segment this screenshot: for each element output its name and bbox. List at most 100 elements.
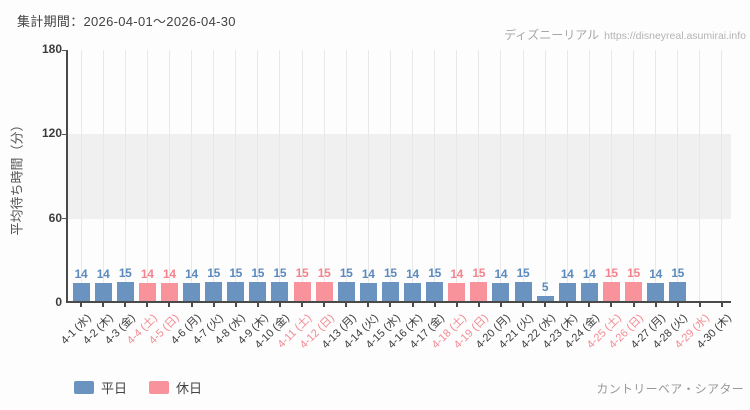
weekday-bar <box>94 283 112 303</box>
legend-label-weekday: 平日 <box>101 381 128 396</box>
x-axis-tick <box>389 303 392 307</box>
x-axis-tick <box>168 303 171 307</box>
bar-value-label: 15 <box>229 265 243 280</box>
x-axis-tick <box>234 303 237 307</box>
vertical-gridline <box>478 50 480 303</box>
vertical-gridline <box>235 50 237 303</box>
weekday-bar <box>492 283 510 303</box>
bar-value-label: 15 <box>384 265 397 280</box>
vertical-gridline <box>257 50 259 303</box>
weekday-bar <box>116 281 134 303</box>
x-axis-tick <box>124 303 127 307</box>
vertical-gridline <box>588 50 590 303</box>
weekday-bar <box>514 281 532 303</box>
watermark-site-name: ディズニーリアル <box>504 28 600 42</box>
holiday-bar <box>138 283 156 303</box>
x-axis-tick <box>256 303 259 307</box>
vertical-gridline <box>191 50 192 303</box>
x-axis-tick <box>522 303 524 307</box>
x-axis-tick <box>301 303 303 307</box>
weekday-bar <box>647 283 665 303</box>
weekday-bar <box>580 283 598 303</box>
y-axis-tick-label: 0 <box>55 295 62 309</box>
bar-value-label: 14 <box>74 267 88 282</box>
x-axis-tick <box>610 303 613 307</box>
weekday-bar <box>249 281 267 303</box>
bar-value-label: 15 <box>317 265 331 280</box>
vertical-gridline <box>146 50 148 303</box>
weekday-bar <box>72 283 90 303</box>
x-axis-tick <box>544 303 547 307</box>
vertical-gridline <box>677 50 679 303</box>
y-axis-tick <box>62 133 67 135</box>
bar-value-label: 14 <box>185 267 198 282</box>
weekday-bar <box>271 281 289 303</box>
weekday-bar <box>183 283 200 303</box>
y-axis-tick-label: 180 <box>41 42 62 56</box>
legend-swatch-weekday <box>74 381 94 394</box>
vertical-gridline <box>345 50 347 303</box>
x-axis-tick <box>411 303 414 307</box>
legend-item-holiday[interactable]: 休日 <box>149 378 202 397</box>
y-axis-tick-label: 60 <box>48 210 62 225</box>
bar-value-label: 14 <box>450 267 464 282</box>
bar-value-label: 15 <box>428 265 441 280</box>
x-axis-line <box>68 301 731 303</box>
x-axis-tick <box>212 303 215 307</box>
vertical-gridline <box>699 50 701 303</box>
bar-value-label: 14 <box>494 267 508 282</box>
x-axis-tick <box>566 303 569 307</box>
legend-swatch-holiday <box>149 381 170 394</box>
bar-value-label: 14 <box>361 267 375 282</box>
y-axis-tick <box>62 49 67 51</box>
y-axis-tick-labels: 0 60 120 180 <box>0 0 62 410</box>
vertical-gridline <box>434 50 436 303</box>
bar-value-label: 15 <box>118 265 132 280</box>
x-axis-tick <box>80 303 82 307</box>
bar-value-label: 14 <box>163 267 176 282</box>
x-axis-tick <box>278 303 281 307</box>
holiday-bar <box>602 281 620 303</box>
watermark: ディズニーリアル https://disneyreal.asumirai.inf… <box>504 26 746 43</box>
holiday-bar <box>315 281 333 303</box>
bar-value-label: 5 <box>541 279 549 294</box>
vertical-gridline <box>213 50 215 303</box>
bar-value-label: 14 <box>649 267 662 282</box>
vertical-gridline <box>323 50 325 303</box>
x-axis-tick <box>455 303 458 307</box>
weekday-bar <box>227 281 245 303</box>
bar-value-label: 15 <box>627 265 640 280</box>
y-axis-tick-label: 120 <box>41 126 62 141</box>
vertical-gridline <box>124 50 126 303</box>
bar-value-label: 15 <box>207 265 220 280</box>
x-axis-tick <box>102 303 105 307</box>
x-axis-tick <box>146 303 149 307</box>
bar-value-label: 14 <box>582 267 596 282</box>
bar-value-label: 15 <box>251 265 265 280</box>
vertical-gridline <box>566 50 568 303</box>
bar-value-label: 15 <box>671 265 685 280</box>
weekday-bar <box>536 295 554 303</box>
bar-value-label: 14 <box>406 267 419 282</box>
x-axis-tick <box>345 303 348 307</box>
holiday-bar <box>448 283 466 303</box>
vertical-gridline <box>633 50 634 303</box>
weekday-bar <box>205 281 223 303</box>
holiday-bar <box>293 281 311 303</box>
bar-value-label: 14 <box>96 267 110 282</box>
vertical-gridline <box>301 50 303 303</box>
legend: 平日 休日 <box>74 378 202 397</box>
vertical-gridline <box>721 50 723 303</box>
legend-label-holiday: 休日 <box>176 381 203 396</box>
weekday-bar <box>669 281 687 303</box>
x-axis-tick <box>632 303 635 307</box>
legend-item-weekday[interactable]: 平日 <box>74 378 127 397</box>
bar-value-label: 15 <box>273 265 287 280</box>
x-axis-tick <box>190 303 193 307</box>
weekday-bar <box>404 283 421 303</box>
bar-value-label: 15 <box>516 265 530 280</box>
x-axis-tick <box>477 303 480 307</box>
vertical-gridline <box>80 50 82 303</box>
report-period-title: 集計期間：2026-04-01～2026-04-30 <box>17 14 236 29</box>
bar-value-label: 15 <box>339 265 353 280</box>
